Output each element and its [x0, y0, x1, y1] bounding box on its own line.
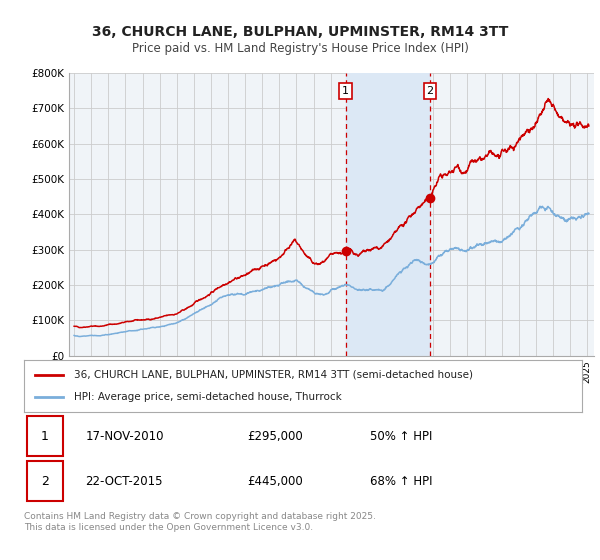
Bar: [27, 461, 63, 501]
Text: 2: 2: [41, 475, 49, 488]
Text: 36, CHURCH LANE, BULPHAN, UPMINSTER, RM14 3TT: 36, CHURCH LANE, BULPHAN, UPMINSTER, RM1…: [92, 25, 508, 39]
Bar: [27, 416, 63, 456]
Bar: [346, 73, 430, 356]
Text: HPI: Average price, semi-detached house, Thurrock: HPI: Average price, semi-detached house,…: [74, 392, 342, 402]
Text: 68% ↑ HPI: 68% ↑ HPI: [370, 475, 433, 488]
Text: 1: 1: [342, 86, 349, 96]
Text: 1: 1: [41, 430, 49, 442]
Text: £295,000: £295,000: [247, 430, 303, 442]
Text: Contains HM Land Registry data © Crown copyright and database right 2025.
This d: Contains HM Land Registry data © Crown c…: [24, 512, 376, 532]
Text: 17-NOV-2010: 17-NOV-2010: [85, 430, 164, 442]
Text: 36, CHURCH LANE, BULPHAN, UPMINSTER, RM14 3TT (semi-detached house): 36, CHURCH LANE, BULPHAN, UPMINSTER, RM1…: [74, 370, 473, 380]
Text: Price paid vs. HM Land Registry's House Price Index (HPI): Price paid vs. HM Land Registry's House …: [131, 42, 469, 55]
Text: 22-OCT-2015: 22-OCT-2015: [85, 475, 163, 488]
Text: 2: 2: [427, 86, 434, 96]
Text: 50% ↑ HPI: 50% ↑ HPI: [370, 430, 433, 442]
Text: £445,000: £445,000: [247, 475, 303, 488]
